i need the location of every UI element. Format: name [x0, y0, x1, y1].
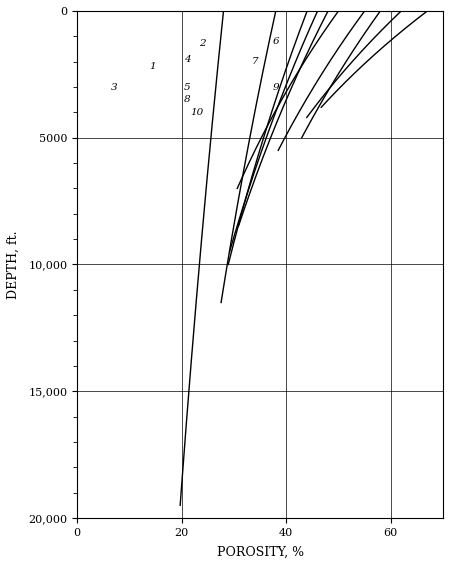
Text: 1: 1: [149, 62, 156, 71]
Text: 8: 8: [184, 95, 190, 104]
Text: 5: 5: [184, 83, 190, 92]
Text: 2: 2: [199, 40, 206, 49]
Text: 3: 3: [110, 83, 117, 92]
Text: 10: 10: [191, 108, 204, 117]
Text: 7: 7: [252, 57, 258, 66]
X-axis label: POROSITY, %: POROSITY, %: [216, 546, 304, 559]
Y-axis label: DEPTH, ft.: DEPTH, ft.: [7, 230, 20, 299]
Text: 4: 4: [184, 54, 190, 63]
Text: 6: 6: [272, 37, 279, 46]
Text: 9: 9: [272, 83, 279, 92]
